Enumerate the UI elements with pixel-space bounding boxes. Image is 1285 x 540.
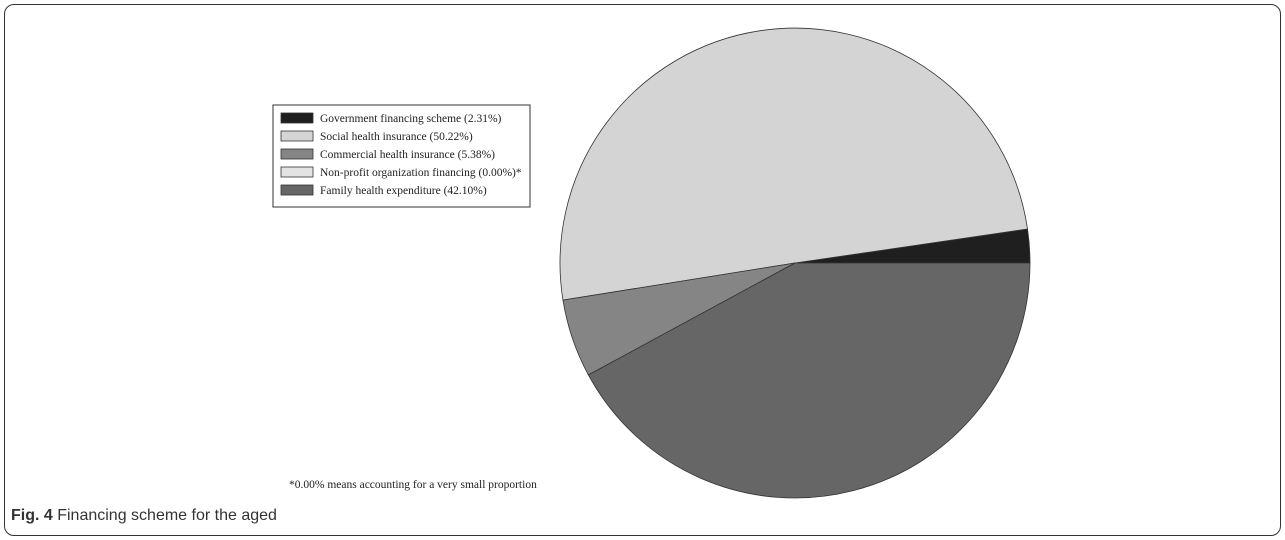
legend-swatch-family-health-expenditure <box>280 184 314 196</box>
chart-legend: Government financing scheme (2.31%) Socia… <box>272 104 531 208</box>
legend-label-government-financing-scheme: Government financing scheme (2.31%) <box>320 113 502 125</box>
legend-label-family-health-expenditure: Family health expenditure (42.10%) <box>320 185 487 197</box>
pie-slice-social-health-insurance <box>559 27 1028 301</box>
legend-box <box>272 104 531 208</box>
figure-caption-text: Financing scheme for the aged <box>52 507 277 524</box>
chart-footnote: *0.00% means accounting for a very small… <box>289 479 537 491</box>
legend-swatch-non-profit-organization-financing <box>280 166 314 178</box>
legend-swatch-social-health-insurance <box>280 130 314 142</box>
legend-swatch-government-financing-scheme <box>280 112 314 124</box>
pie-slices <box>559 27 1031 499</box>
legend-label-social-health-insurance: Social health insurance (50.22%) <box>320 131 473 143</box>
figure-caption: Fig. 4 Financing scheme for the aged <box>11 507 277 525</box>
pie-slice-family-health-expenditure <box>587 262 1031 499</box>
legend-label-non-profit-organization-financing: Non-profit organization financing (0.00%… <box>320 167 522 179</box>
figure-label: Fig. 4 <box>11 507 53 524</box>
legend-swatch-commercial-health-insurance <box>280 148 314 160</box>
legend-label-commercial-health-insurance: Commercial health insurance (5.38%) <box>320 149 495 161</box>
